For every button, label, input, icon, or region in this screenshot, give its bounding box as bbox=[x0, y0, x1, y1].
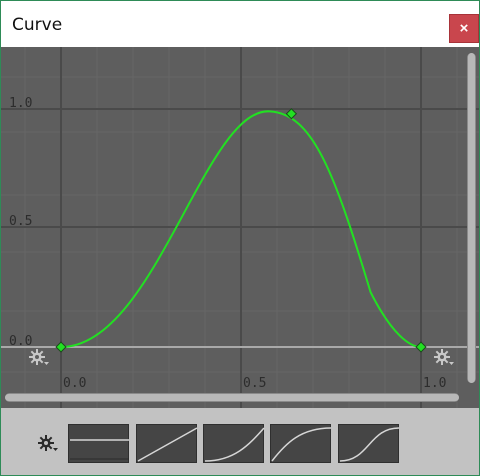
curve-canvas[interactable]: 1.0 0.5 0.0 0.0 0.5 1.0 bbox=[1, 47, 479, 408]
horizontal-scrollbar[interactable] bbox=[5, 393, 459, 402]
major-grid bbox=[1, 47, 479, 408]
vertical-scroll-thumb[interactable] bbox=[468, 53, 475, 383]
horizontal-scroll-thumb[interactable] bbox=[5, 394, 459, 401]
y-tick-label: 0.5 bbox=[9, 214, 32, 229]
preset-linear-button[interactable] bbox=[136, 424, 198, 463]
keyframe-handle[interactable] bbox=[55, 341, 67, 353]
x-tick-label: 0.0 bbox=[63, 376, 86, 391]
window-title: Curve bbox=[12, 15, 63, 35]
linear-curve-icon bbox=[137, 427, 198, 462]
keyframe-layer bbox=[55, 108, 427, 353]
curve-editor[interactable]: 1.0 0.5 0.0 0.0 0.5 1.0 bbox=[1, 47, 479, 408]
ease-in-curve-icon bbox=[204, 427, 265, 462]
x-tick-label: 0.5 bbox=[243, 376, 266, 391]
left-wrap-gear-icon[interactable] bbox=[28, 348, 50, 368]
title-bar: Curve × bbox=[1, 1, 479, 47]
preset-ease-out-button[interactable] bbox=[270, 424, 332, 463]
close-icon: × bbox=[459, 20, 469, 37]
vertical-scrollbar[interactable] bbox=[467, 53, 476, 383]
presets-gear-icon[interactable] bbox=[37, 434, 59, 454]
ease-out-curve-icon bbox=[271, 427, 332, 462]
preset-ease-in-button[interactable] bbox=[203, 424, 265, 463]
preset-bar bbox=[1, 408, 479, 475]
curve-line[interactable] bbox=[60, 110, 422, 348]
preset-constant-button[interactable] bbox=[68, 424, 129, 463]
ease-in-out-curve-icon bbox=[339, 427, 400, 462]
x-tick-label: 1.0 bbox=[423, 376, 446, 391]
keyframe-handle[interactable] bbox=[415, 341, 427, 353]
right-wrap-gear-icon[interactable] bbox=[433, 348, 455, 368]
y-tick-label: 1.0 bbox=[9, 96, 32, 111]
close-button[interactable]: × bbox=[449, 14, 479, 43]
keyframe-handle[interactable] bbox=[285, 108, 298, 120]
y-tick-label: 0.0 bbox=[9, 334, 32, 349]
constant-curve-icon bbox=[70, 439, 129, 460]
preset-ease-in-out-button[interactable] bbox=[338, 424, 400, 463]
